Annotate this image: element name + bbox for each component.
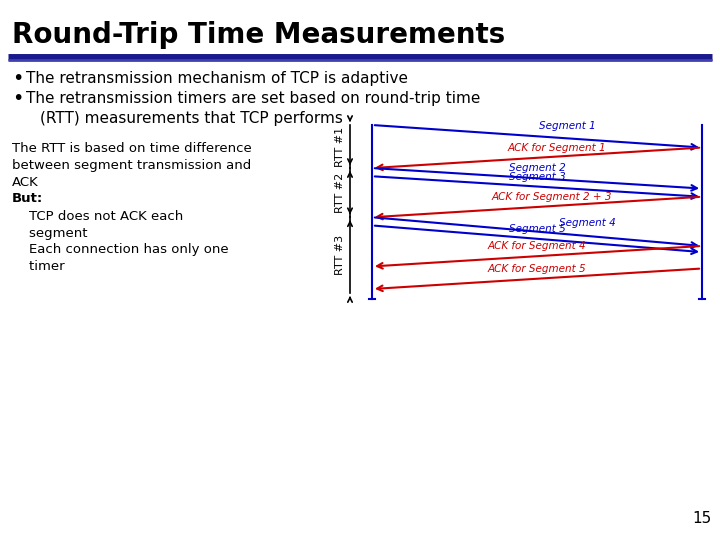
Text: ACK for Segment 4: ACK for Segment 4 xyxy=(487,241,586,251)
Text: •: • xyxy=(12,69,23,87)
Text: (RTT) measurements that TCP performs: (RTT) measurements that TCP performs xyxy=(40,111,343,125)
Text: ACK for Segment 2 + 3: ACK for Segment 2 + 3 xyxy=(492,192,612,202)
Text: The retransmission mechanism of TCP is adaptive: The retransmission mechanism of TCP is a… xyxy=(26,71,408,85)
Text: Segment 4: Segment 4 xyxy=(559,218,616,227)
Text: Segment 1: Segment 1 xyxy=(539,122,595,131)
Text: The RTT is based on time difference: The RTT is based on time difference xyxy=(12,141,252,154)
Text: 15: 15 xyxy=(693,511,711,526)
Text: Each connection has only one: Each connection has only one xyxy=(12,244,229,256)
Text: ACK for Segment 5: ACK for Segment 5 xyxy=(487,264,586,274)
Text: segment: segment xyxy=(12,226,88,240)
Text: Round-Trip Time Measurements: Round-Trip Time Measurements xyxy=(12,21,505,49)
Text: Segment 5: Segment 5 xyxy=(508,224,565,234)
Text: TCP does not ACK each: TCP does not ACK each xyxy=(12,210,184,222)
Text: RTT #3: RTT #3 xyxy=(335,235,345,275)
Text: The retransmission timers are set based on round-trip time: The retransmission timers are set based … xyxy=(26,91,480,106)
Text: RTT #1: RTT #1 xyxy=(335,126,345,166)
Text: RTT #2: RTT #2 xyxy=(335,172,345,213)
Text: But:: But: xyxy=(12,192,43,206)
Text: •: • xyxy=(12,90,23,109)
Text: timer: timer xyxy=(12,260,65,273)
Text: Segment 2: Segment 2 xyxy=(508,163,565,173)
Text: between segment transmission and: between segment transmission and xyxy=(12,159,251,172)
Text: ACK: ACK xyxy=(12,176,39,188)
Text: ACK for Segment 1: ACK for Segment 1 xyxy=(508,143,606,153)
Text: Segment 3: Segment 3 xyxy=(508,172,565,181)
